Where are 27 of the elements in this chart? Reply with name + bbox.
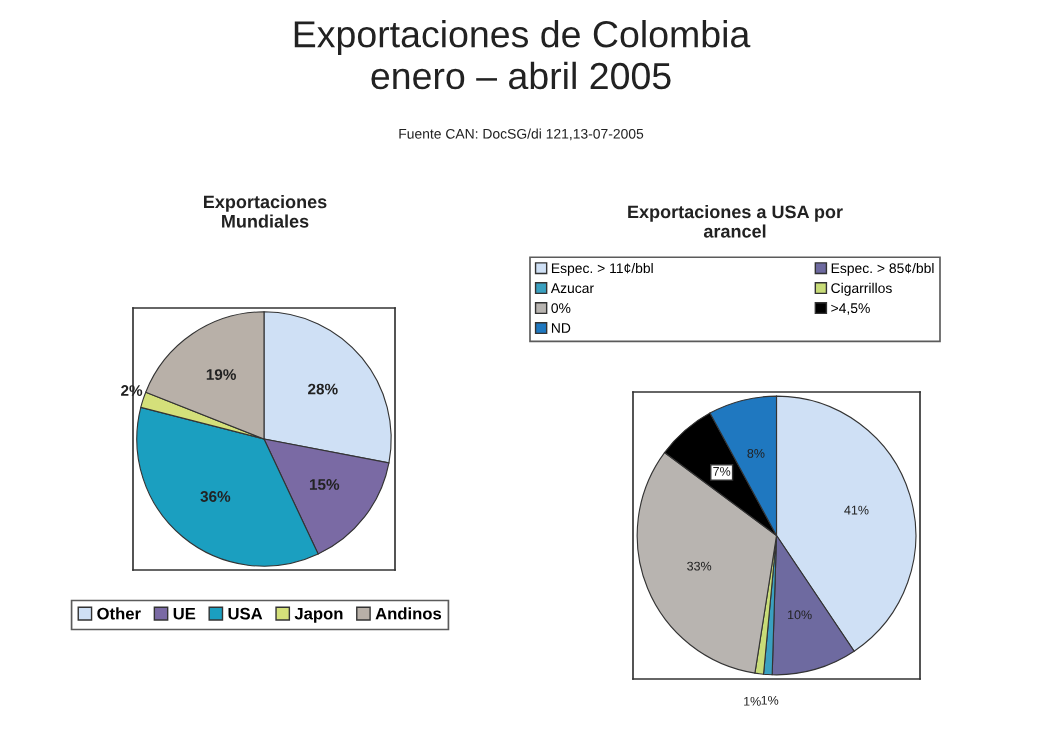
- data-label: 41%: [844, 505, 869, 515]
- data-label: 10%: [788, 610, 812, 620]
- data-label: 1%: [744, 696, 761, 706]
- legend-label: UE: [173, 607, 196, 620]
- legend-label: 0%: [551, 303, 571, 314]
- legend-label: Azucar: [550, 283, 594, 294]
- legend-label: USA: [228, 607, 263, 620]
- legend-label: Espec. > 11¢/bbl: [551, 262, 653, 276]
- legend-label: Other: [97, 607, 141, 620]
- data-label: 33%: [687, 561, 712, 571]
- text: Exportaciones de Colombia enero – abril 2005: [294, 20, 751, 90]
- data-label: 8%: [747, 448, 765, 458]
- data-label: 7%: [713, 466, 731, 476]
- chart-title: Exportaciones Mundiales: [204, 195, 327, 228]
- data-label: 19%: [206, 369, 236, 380]
- data-label: 36%: [200, 491, 231, 502]
- data-label: 28%: [308, 383, 338, 395]
- source-note: Fuente CAN: DocSG/di 121,13-07-2005: [399, 128, 644, 141]
- legend-label: Espec. > 85¢/bbl: [831, 262, 934, 276]
- data-label: 15%: [309, 479, 340, 490]
- legend-label: Andinos: [375, 607, 442, 620]
- legend-label: Cigarrillos: [831, 282, 892, 296]
- legend-label: Japon: [294, 607, 343, 623]
- legend-label: ND: [551, 323, 571, 333]
- chart-title: Exportaciones a USA por arancel: [628, 205, 843, 238]
- legend-label: >4,5%: [831, 303, 870, 315]
- data-label: 1%: [761, 695, 779, 705]
